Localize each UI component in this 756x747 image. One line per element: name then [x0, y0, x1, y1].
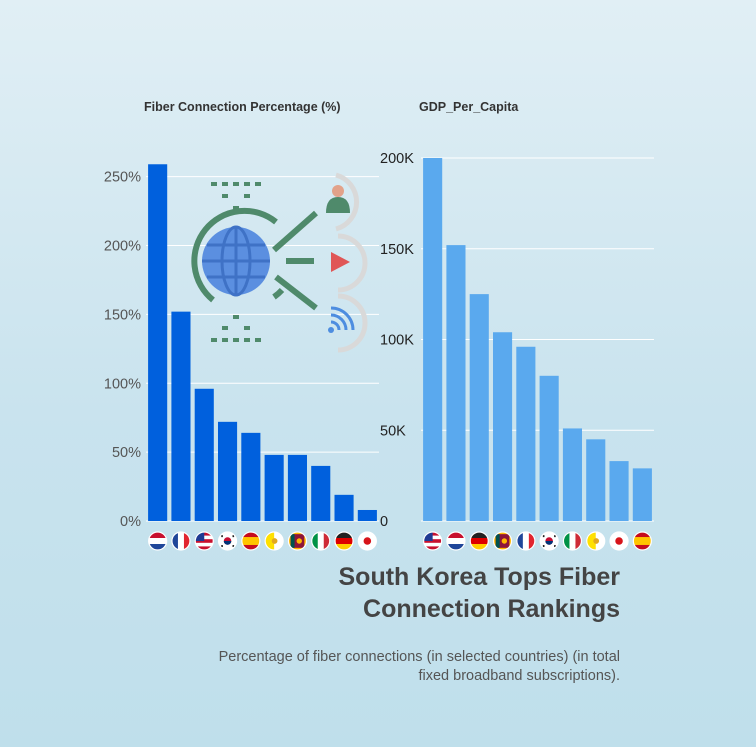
- sri-lanka-flag-icon: [287, 531, 308, 551]
- spain-flag-icon: [632, 531, 652, 551]
- bar-france: [516, 346, 536, 521]
- germany-flag-icon: [334, 531, 354, 551]
- subheadline: Percentage of fiber connections (in sele…: [218, 649, 620, 684]
- y-tick-label: 100K: [380, 333, 414, 349]
- bar-united-states: [194, 388, 214, 521]
- y-tick-label: 50K: [380, 423, 406, 439]
- france-flag-icon: [171, 531, 191, 551]
- hub-arc-icon: [191, 207, 278, 303]
- vatican-flag-icon: [586, 531, 606, 551]
- usa-flag-icon: [423, 531, 443, 551]
- japan-flag-icon: [357, 531, 377, 551]
- south-korea-flag-icon: [539, 531, 559, 551]
- netherlands-flag-icon: [446, 531, 466, 551]
- y-tick-label: 0: [380, 514, 388, 530]
- bar-italy: [562, 428, 583, 521]
- usa-flag-icon: [194, 531, 214, 551]
- bar-france: [171, 311, 191, 521]
- bar-south-korea: [539, 375, 559, 521]
- bar-sri-lanka: [287, 454, 308, 521]
- gdp-per-capita-chart: GDP_Per_Capita 0 50K 100K 150K 200K: [380, 100, 654, 551]
- bar-south-korea: [217, 421, 238, 521]
- network-illustration: [191, 172, 368, 353]
- bar-vatican-city: [264, 454, 284, 521]
- bar-japan: [609, 461, 629, 521]
- bar-germany: [469, 294, 489, 521]
- bar-united-states: [423, 158, 443, 521]
- y-tick-label: 0%: [120, 514, 141, 530]
- y-tick-label: 150K: [380, 242, 414, 258]
- bar-japan: [357, 509, 377, 521]
- play-icon: [331, 233, 368, 293]
- bar-germany: [334, 494, 354, 521]
- signal-dots-bottom-icon: [211, 315, 261, 342]
- wifi-icon: [328, 293, 368, 353]
- bar-italy: [311, 465, 331, 521]
- headline: South Korea Tops Fiber Connection Rankin…: [338, 563, 621, 623]
- y-tick-label: 150%: [104, 307, 141, 323]
- france-flag-icon: [516, 531, 536, 551]
- chart-title: Fiber Connection Percentage (%): [144, 100, 341, 114]
- bar-spain: [241, 432, 261, 521]
- fiber-percentage-chart: Fiber Connection Percentage (%) 0% 50% 100%…: [104, 100, 379, 551]
- vatican-flag-icon: [264, 531, 284, 551]
- germany-flag-icon: [469, 531, 489, 551]
- user-icon: [326, 172, 360, 232]
- bar-sri-lanka: [492, 332, 513, 521]
- south-korea-flag-icon: [217, 531, 238, 551]
- bar-vatican-city: [586, 439, 606, 521]
- italy-flag-icon: [562, 531, 583, 551]
- signal-dots-top-icon: [211, 182, 261, 210]
- japan-flag-icon: [609, 531, 629, 551]
- sri-lanka-flag-icon: [492, 531, 513, 551]
- y-tick-label: 200K: [380, 151, 414, 167]
- y-tick-label: 100%: [104, 376, 141, 392]
- bar-netherlands: [148, 164, 168, 521]
- y-tick-label: 50%: [112, 445, 141, 461]
- bar-spain: [632, 468, 652, 521]
- netherlands-flag-icon: [148, 531, 168, 551]
- bar-netherlands: [446, 245, 466, 521]
- globe-icon: [202, 225, 270, 297]
- y-tick-label: 200%: [104, 239, 141, 255]
- y-tick-label: 250%: [104, 170, 141, 186]
- chart-title: GDP_Per_Capita: [419, 100, 519, 114]
- spain-flag-icon: [241, 531, 261, 551]
- italy-flag-icon: [311, 531, 331, 551]
